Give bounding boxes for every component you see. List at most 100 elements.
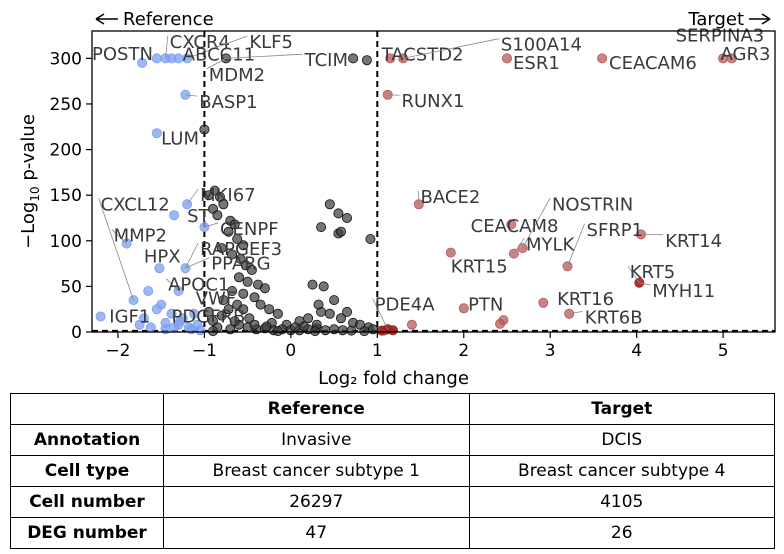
gene-label: IGF1 (109, 306, 150, 327)
data-point-ns (324, 308, 335, 319)
data-point-ns (337, 325, 348, 336)
data-point-ns (365, 233, 376, 244)
data-point-down (95, 311, 106, 322)
label-leader-line (372, 298, 389, 330)
data-point-up (501, 53, 512, 64)
gene-label: LUM (161, 129, 199, 150)
data-point-up (498, 315, 509, 326)
left-arrowhead-icon (95, 13, 105, 25)
gene-label: HPX (144, 246, 181, 267)
data-point-ns (218, 199, 229, 210)
table-cell-target: DCIS (468, 424, 775, 456)
data-point-ns (310, 326, 321, 337)
data-point-down (188, 308, 199, 319)
data-point-up (445, 247, 456, 258)
data-point-ns (203, 306, 214, 317)
data-point-ns (212, 210, 223, 221)
gene-label: KRT6B (585, 307, 643, 328)
table-row: DEG number 47 26 (10, 517, 775, 549)
table-cell-target: 4105 (468, 486, 775, 518)
y-axis-title-main: −Log (18, 202, 39, 249)
label-leader-line (98, 198, 134, 301)
gene-label: ST (187, 206, 210, 227)
data-point-down (154, 263, 165, 274)
gene-label: TCIM (304, 50, 348, 71)
gene-label: KLF5 (249, 32, 293, 53)
x-tick-label: 1 (372, 341, 383, 361)
gene-label: MDM2 (209, 65, 265, 86)
table-header-reference: Reference (163, 393, 470, 425)
data-point-ns (223, 304, 234, 315)
data-point-down (175, 316, 186, 327)
data-point-ns (249, 319, 260, 330)
data-point-ns (329, 295, 340, 306)
gene-label: VWF (196, 288, 236, 309)
label-leader-line (111, 229, 127, 244)
data-point-ns (341, 306, 352, 317)
data-point-ns (335, 226, 346, 237)
data-point-down (137, 57, 148, 68)
label-leader-line (185, 242, 199, 269)
data-point-ns (307, 279, 318, 290)
data-point-ns (238, 304, 249, 315)
data-point-ns (227, 249, 238, 260)
table-header-row: Reference Target (10, 393, 775, 425)
y-axis-title: −Log10 p-value (18, 114, 42, 249)
data-point-ns (235, 253, 246, 264)
table-cell-reference: Invasive (163, 424, 470, 456)
data-point-ns (216, 310, 227, 321)
gene-label: MKI67 (200, 185, 256, 206)
gene-label: CEACAM8 (471, 216, 559, 237)
x-tick-label: 2 (458, 341, 469, 361)
data-point-ns (346, 325, 357, 336)
y-tick-label: 100 (50, 232, 82, 252)
data-point-strong_up (376, 325, 387, 336)
data-point-ns (272, 326, 283, 337)
gene-label: BASP1 (199, 92, 257, 113)
data-point-ns (255, 299, 266, 310)
data-point-ns (238, 288, 249, 299)
gene-label: CEACAM6 (609, 53, 697, 74)
data-point-ns (361, 55, 372, 66)
label-leader-line (513, 238, 525, 254)
data-point-up (406, 319, 417, 330)
data-point-ns (227, 285, 238, 296)
data-point-ns (238, 240, 249, 251)
data-point-ns (264, 304, 275, 315)
gene-label: KRT14 (665, 231, 722, 252)
data-point-ns (316, 222, 327, 233)
label-leader-line (225, 53, 303, 59)
table-cell-target: 26 (468, 517, 775, 549)
data-point-up (538, 297, 549, 308)
gene-label: KRT15 (451, 256, 508, 277)
gene-label: APOC1 (168, 275, 229, 296)
x-tick-label: 5 (718, 341, 729, 361)
y-tick-label: 150 (50, 186, 82, 206)
table-corner-cell (10, 393, 164, 425)
data-point-ns (298, 321, 309, 332)
table-row-label: Annotation (10, 424, 164, 456)
data-point-ns (303, 313, 314, 324)
label-leader-line (204, 222, 219, 228)
data-point-ns (223, 226, 234, 237)
data-point-ns (318, 281, 329, 292)
label-leader-line (186, 35, 248, 59)
data-point-up (597, 53, 608, 64)
data-point-ns (335, 313, 346, 324)
data-point-ns (272, 308, 283, 319)
x-axis-title: Log₂ fold change (318, 368, 469, 389)
reference-direction-label: Reference (123, 9, 214, 30)
data-point-ns (229, 316, 240, 327)
y-tick-label: 50 (60, 277, 82, 297)
gene-label: BACE2 (421, 187, 481, 208)
data-point-up (726, 53, 737, 64)
data-point-up (506, 219, 517, 230)
gene-label: POSTN (92, 44, 153, 65)
plot-frame (91, 30, 776, 333)
right-arrowhead-icon (761, 13, 771, 25)
table-row-label: DEG number (10, 517, 164, 549)
y-tick-label: 0 (71, 323, 82, 343)
